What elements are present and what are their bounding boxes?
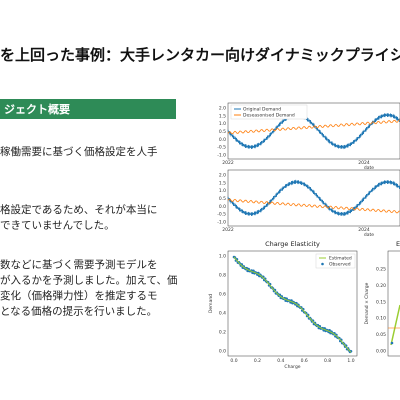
x-tick-label: 1.0 [347, 358, 354, 364]
estimated-line [233, 256, 352, 353]
plot-frame [227, 169, 400, 227]
y-tick-label: -1.0 [217, 153, 226, 159]
y-tick-label: 0.0 [219, 349, 226, 355]
x-axis-label: date [364, 232, 374, 238]
plot-frame [387, 250, 400, 357]
chart-title: Charge Elasticity [265, 240, 320, 248]
y-tick-label: 0.5 [219, 196, 226, 202]
plot-frame [227, 250, 358, 357]
x-tick-label: 0.0 [230, 358, 237, 364]
legend-label: Observed [329, 262, 351, 268]
y-tick-label: 0.10 [376, 316, 386, 322]
body-text: となる価格の提示を行いました。 [0, 305, 157, 318]
y-tick-label: 0.8 [219, 273, 226, 279]
body-text: 数などに基づく需要予測モデルを [0, 258, 158, 271]
y-tick-label: 0.20 [376, 283, 386, 289]
y-tick-label: 1.0 [219, 188, 226, 194]
x-tick-label: 2022 [222, 160, 234, 166]
x-tick-label: 0.2 [254, 358, 261, 364]
y-tick-label: 0.00 [376, 349, 386, 355]
section-heading: ジェクト概要 [4, 102, 70, 116]
x-axis-label: Charge [284, 364, 300, 370]
body-text: 稼働需要に基づく価格設定を人手 [0, 145, 158, 158]
x-axis-label: date [364, 165, 374, 171]
x-tick-label: 0.6 [301, 358, 308, 364]
body-text: 変化（価格弾力性）を推定するモ [0, 289, 158, 302]
x-tick-label: 2022 [222, 227, 234, 233]
y-tick-label: 1.5 [219, 180, 226, 186]
y-tick-label: 2.0 [219, 173, 226, 179]
y-tick-label: 0.2 [219, 330, 226, 336]
y-tick-label: 0.15 [376, 299, 386, 305]
chart-title: E [396, 240, 400, 248]
y-tick-label: 0.5 [219, 129, 226, 135]
x-tick-label: 0.8 [324, 358, 331, 364]
revenue-line [390, 304, 400, 346]
y-tick-label: 0.4 [219, 311, 226, 317]
y-axis-label: Demand [208, 294, 214, 313]
legend-label: Original Demand [243, 107, 281, 113]
observed-point [390, 341, 394, 345]
legend-label: Estimated [329, 256, 352, 262]
y-tick-label: 0.0 [219, 204, 226, 210]
body-text: 格設定であるため、それが本当に [0, 203, 157, 216]
x-tick-label: 2024 [358, 160, 370, 166]
x-tick-label: 0.4 [277, 358, 284, 364]
trend-line [227, 198, 400, 214]
y-tick-label: 0.25 [376, 267, 386, 273]
y-tick-label: 0.05 [376, 332, 386, 338]
y-tick-label: 0.6 [219, 292, 226, 298]
y-tick-label: 1.0 [219, 254, 226, 260]
y-tick-label: -0.5 [217, 212, 226, 218]
y-tick-label: -0.5 [217, 145, 226, 151]
legend-label: Deseasonised Demand [243, 113, 295, 119]
section-bar [0, 99, 176, 119]
legend-box [230, 104, 308, 120]
slide-title: を上回った事例：大手レンタカー向けダイナミックプライシ [0, 46, 400, 64]
y-tick-label: 1.0 [219, 121, 226, 127]
demand-line [227, 179, 400, 217]
body-text: が入るかを予測しました。加えて、価 [0, 274, 177, 287]
legend-swatch [321, 262, 324, 266]
y-tick-label: -1.0 [217, 220, 226, 226]
x-tick-label: 2024 [358, 227, 370, 233]
trend-line [227, 119, 400, 135]
y-axis-label: Demand × Charge [364, 282, 370, 324]
y-tick-label: 2.0 [219, 106, 226, 112]
body-text: できていませんでした。 [0, 220, 115, 232]
y-tick-label: 0.0 [219, 137, 226, 143]
y-tick-label: 1.5 [219, 113, 226, 119]
